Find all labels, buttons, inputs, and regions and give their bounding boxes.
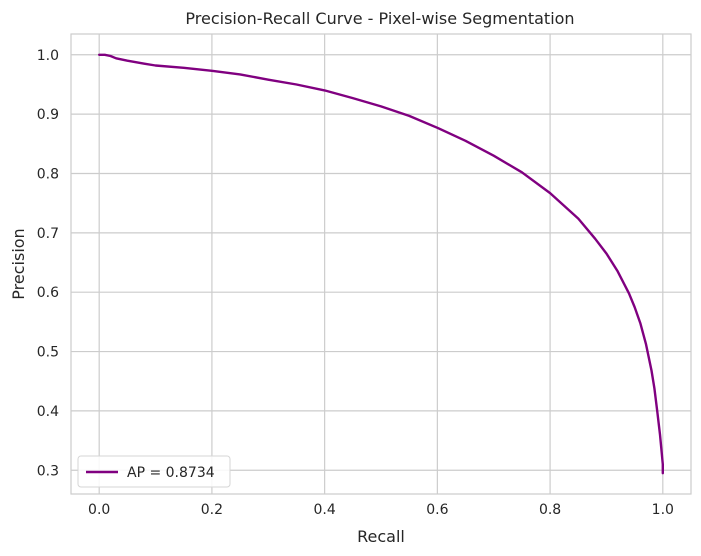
x-axis-title: Recall: [357, 527, 405, 546]
x-tick-label: 0.8: [539, 502, 561, 518]
plot-area: [70, 33, 692, 495]
y-tick-label: 0.8: [37, 166, 59, 182]
y-tick-labels: 0.3 0.4 0.5 0.6 0.7 0.8 0.9 1.0: [37, 48, 59, 479]
x-tick-label: 0.2: [201, 502, 223, 518]
x-tick-label: 1.0: [652, 502, 674, 518]
legend-box: [77, 455, 231, 488]
chart-title: Precision-Recall Curve - Pixel-wise Segm…: [185, 9, 574, 28]
x-tick-label: 0.4: [314, 502, 336, 518]
pr-curve-line: [97, 53, 664, 475]
legend-label: AP = 0.8734: [127, 465, 215, 481]
series-layer: [97, 53, 664, 475]
y-tick-label: 0.3: [37, 463, 59, 479]
y-tick-label: 0.5: [37, 345, 59, 361]
x-tick-label: 0.0: [88, 502, 110, 518]
y-gridlines: [71, 54, 691, 471]
x-gridlines: [98, 34, 664, 494]
y-tick-label: 1.0: [37, 48, 59, 64]
y-tick-label: 0.9: [37, 107, 59, 123]
x-tick-labels: 0.0 0.2 0.4 0.6 0.8 1.0: [88, 502, 674, 518]
y-tick-label: 0.7: [37, 226, 59, 242]
y-tick-label: 0.6: [37, 285, 59, 301]
y-tick-label: 0.4: [37, 404, 59, 420]
legend: AP = 0.8734: [77, 455, 231, 488]
y-axis-title: Precision: [9, 228, 28, 299]
x-tick-label: 0.6: [426, 502, 448, 518]
